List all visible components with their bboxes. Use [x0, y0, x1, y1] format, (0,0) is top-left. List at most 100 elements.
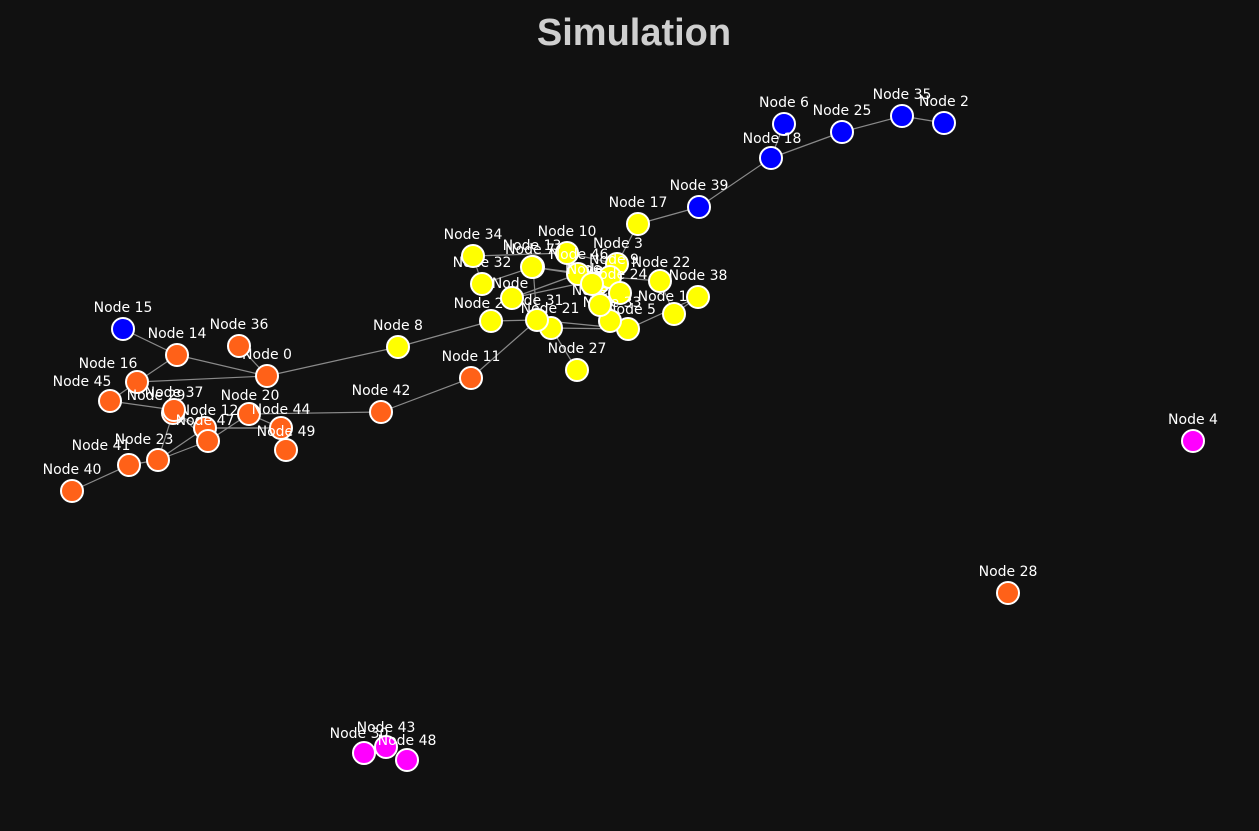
node-label: Node 28: [979, 564, 1038, 580]
node-circle[interactable]: [520, 255, 544, 279]
node-label: Node 17: [609, 195, 668, 211]
node-label: Node 39: [670, 178, 729, 194]
node-11[interactable]: Node 11: [442, 349, 501, 390]
node-circle[interactable]: [662, 302, 686, 326]
node-circle[interactable]: [588, 293, 612, 317]
node-circle[interactable]: [395, 748, 419, 772]
node-circle[interactable]: [648, 269, 672, 293]
node-label: Node 49: [257, 424, 316, 440]
node-49[interactable]: Node 49: [257, 424, 316, 462]
node-24[interactable]: Node 24: [589, 267, 648, 305]
node-circle[interactable]: [608, 281, 632, 305]
node-circle[interactable]: [500, 286, 524, 310]
node-circle[interactable]: [352, 741, 376, 765]
node-circle[interactable]: [459, 366, 483, 390]
node-50[interactable]: Node: [492, 276, 529, 310]
node-47[interactable]: Node 47: [176, 413, 235, 453]
node-27[interactable]: Node 27: [548, 341, 607, 382]
edge-20-42: [248, 411, 382, 415]
node-circle[interactable]: [461, 244, 485, 268]
node-17[interactable]: Node 17: [609, 195, 668, 236]
node-circle[interactable]: [772, 112, 796, 136]
node-circle[interactable]: [98, 389, 122, 413]
node-circle[interactable]: [932, 111, 956, 135]
node-circle[interactable]: [117, 453, 141, 477]
node-35[interactable]: Node 35: [873, 87, 932, 128]
node-20[interactable]: Node 20: [221, 388, 280, 426]
node-16[interactable]: Node 16: [79, 356, 149, 394]
edge-0-8: [266, 346, 399, 377]
node-2[interactable]: Node 2: [919, 94, 969, 135]
node-label: Node 42: [352, 383, 411, 399]
node-8[interactable]: Node 8: [373, 318, 423, 359]
node-circle[interactable]: [369, 400, 393, 424]
node-circle[interactable]: [386, 335, 410, 359]
node-48[interactable]: Node 48: [378, 733, 437, 772]
node-26[interactable]: Node 26: [454, 296, 513, 333]
node-circle[interactable]: [165, 343, 189, 367]
node-label: Node 44: [252, 402, 311, 418]
node-circle[interactable]: [196, 429, 220, 453]
node-4[interactable]: Node 4: [1168, 412, 1218, 453]
node-30[interactable]: Node 30: [330, 726, 389, 765]
node-circle[interactable]: [255, 364, 279, 388]
node-37[interactable]: Node 37: [145, 385, 204, 422]
node-45[interactable]: Node 45: [53, 374, 122, 413]
node-label: Node 47: [176, 413, 235, 429]
node-13[interactable]: Node 13: [503, 238, 562, 279]
node-38[interactable]: Node 38: [669, 268, 728, 309]
node-circle[interactable]: [996, 581, 1020, 605]
node-label: Node 30: [330, 726, 389, 742]
node-circle[interactable]: [479, 309, 503, 333]
node-label: Node 34: [444, 227, 503, 243]
node-circle[interactable]: [162, 398, 186, 422]
node-25[interactable]: Node 25: [813, 103, 872, 144]
node-34[interactable]: Node 34: [444, 227, 503, 268]
node-circle[interactable]: [686, 285, 710, 309]
node-circle[interactable]: [237, 402, 261, 426]
node-circle[interactable]: [525, 308, 549, 332]
node-circle[interactable]: [830, 120, 854, 144]
node-circle[interactable]: [555, 241, 579, 265]
node-circle[interactable]: [374, 735, 398, 759]
node-circle[interactable]: [227, 334, 251, 358]
node-circle[interactable]: [890, 104, 914, 128]
node-label: Node 13: [503, 238, 562, 254]
node-circle[interactable]: [125, 370, 149, 394]
node-circle[interactable]: [687, 195, 711, 219]
node-43[interactable]: Node 43: [357, 720, 416, 759]
node-18[interactable]: Node 18: [743, 131, 802, 170]
node-label: Node 15: [94, 300, 153, 316]
node-22[interactable]: Node 22: [632, 255, 691, 293]
node-circle[interactable]: [60, 479, 84, 503]
node-28[interactable]: Node 28: [979, 564, 1038, 605]
node-label: Node 40: [43, 462, 102, 478]
node-circle[interactable]: [626, 212, 650, 236]
node-circle[interactable]: [580, 272, 604, 296]
node-0[interactable]: Node 0: [242, 347, 292, 388]
node-42[interactable]: Node 42: [352, 383, 411, 424]
node-40[interactable]: Node 40: [43, 462, 102, 503]
node-circle[interactable]: [111, 317, 135, 341]
node-circle[interactable]: [565, 358, 589, 382]
node-10[interactable]: Node 10: [538, 224, 597, 265]
node-52[interactable]: Node: [567, 262, 604, 296]
node-circle[interactable]: [1181, 429, 1205, 453]
node-39[interactable]: Node 39: [670, 178, 729, 219]
node-circle[interactable]: [146, 448, 170, 472]
node-circle[interactable]: [759, 146, 783, 170]
node-23[interactable]: Node 23: [115, 432, 174, 472]
node-label: Node 45: [53, 374, 112, 390]
node-14[interactable]: Node 14: [148, 326, 207, 367]
node-19[interactable]: Node 19: [638, 289, 697, 326]
node-circle[interactable]: [470, 272, 494, 296]
node-circle[interactable]: [274, 438, 298, 462]
node-6[interactable]: Node 6: [759, 95, 809, 136]
node-44[interactable]: Node 44: [252, 402, 311, 440]
node-41[interactable]: Node 41: [72, 438, 141, 477]
node-label: Node 43: [357, 720, 416, 736]
node-15[interactable]: Node 15: [94, 300, 153, 341]
node-circle[interactable]: [269, 416, 293, 440]
node-label: Node 12: [180, 403, 239, 419]
node-36[interactable]: Node 36: [210, 317, 269, 358]
